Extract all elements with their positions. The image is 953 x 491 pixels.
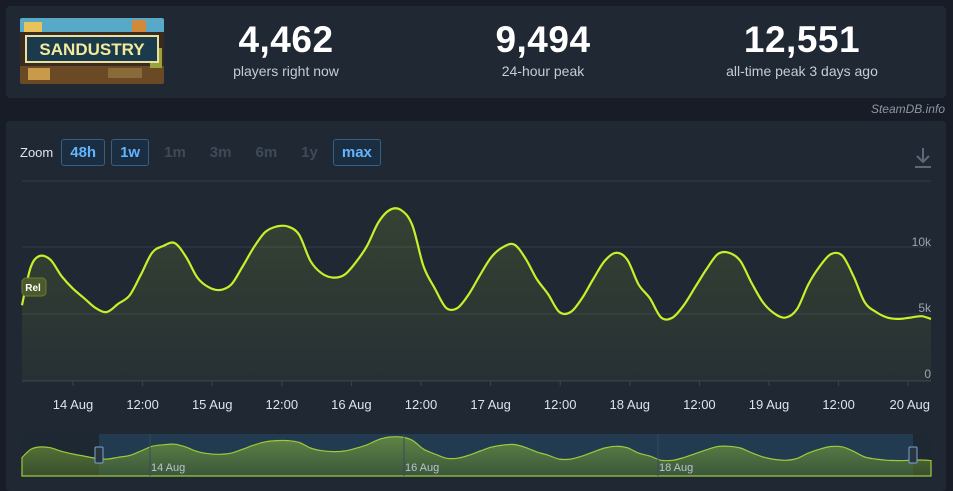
x-tick-label: 12:00 <box>822 397 855 412</box>
steamdb-credit[interactable]: SteamDB.info <box>870 102 945 116</box>
zoom-1y-button[interactable]: 1y <box>301 144 318 161</box>
thumbnail-title: SANDUSTRY <box>39 40 145 59</box>
navigator-ticks: 14 Aug 16 Aug 18 Aug <box>149 434 693 476</box>
download-icon[interactable] <box>914 147 932 169</box>
players-now-stat: 4,462 players right now <box>176 19 396 80</box>
zoom-6m-button[interactable]: 6m <box>255 144 278 161</box>
zoom-controls: Zoom 48h 1w 1m 3m 6m 1y max <box>20 139 387 166</box>
x-tick-label: 19 Aug <box>749 397 790 412</box>
x-tick-label: 20 Aug <box>890 397 931 412</box>
game-thumbnail[interactable]: SANDUSTRY <box>20 18 164 84</box>
series-area <box>22 208 931 381</box>
navigator-handle-left[interactable] <box>94 446 104 464</box>
y-tick-label: 5k <box>918 301 932 315</box>
navigator-tick-label: 14 Aug <box>151 462 185 474</box>
all-time-peak-value: 12,551 <box>743 19 861 60</box>
zoom-3m-button[interactable]: 3m <box>209 144 232 161</box>
all-time-peak-stat: 12,551 all-time peak 3 days ago <box>692 19 912 80</box>
stats-panel: SANDUSTRY 4,462 players right now 9,494 … <box>6 6 946 98</box>
peak-24h-value: 9,494 <box>495 19 591 60</box>
series-line[interactable] <box>20 207 932 321</box>
x-tick-label: 16 Aug <box>331 397 372 412</box>
players-now-label: players right now <box>233 63 339 79</box>
rel-marker[interactable]: Rel <box>21 277 47 297</box>
navigator-area <box>21 436 932 477</box>
y-tick-label: 10k <box>912 235 932 249</box>
players-now-value: 4,462 <box>238 19 334 60</box>
x-tick-label: 17 Aug <box>470 397 511 412</box>
peak-24h-stat: 9,494 24-hour peak <box>433 19 653 80</box>
x-tick-label: 15 Aug <box>192 397 233 412</box>
all-time-peak-label: all-time peak 3 days ago <box>726 63 878 79</box>
peak-24h-label: 24-hour peak <box>501 63 585 79</box>
zoom-max-button[interactable]: max <box>332 139 381 166</box>
x-tick-label: 18 Aug <box>610 397 651 412</box>
zoom-1w-button[interactable]: 1w <box>111 139 150 166</box>
navigator-tick-label: 18 Aug <box>659 462 693 474</box>
zoom-1m-button[interactable]: 1m <box>164 144 186 161</box>
navigator-tick-label: 16 Aug <box>405 462 439 474</box>
x-tick-label: 14 Aug <box>53 397 94 412</box>
x-tick-label: 12:00 <box>683 397 716 412</box>
x-tick-label: 12:00 <box>544 397 577 412</box>
x-tick-label: 12:00 <box>405 397 438 412</box>
x-axis-ticks: 14 Aug 12:00 15 Aug 12:00 16 Aug 12:00 17 Aug 1… <box>53 381 930 412</box>
x-tick-label: 12:00 <box>126 397 159 412</box>
zoom-48h-button[interactable]: 48h <box>61 139 106 166</box>
navigator-handle-right[interactable] <box>908 446 918 464</box>
x-tick-label: 12:00 <box>266 397 299 412</box>
rel-marker-label: Rel <box>25 283 41 294</box>
zoom-label: Zoom <box>20 145 54 160</box>
